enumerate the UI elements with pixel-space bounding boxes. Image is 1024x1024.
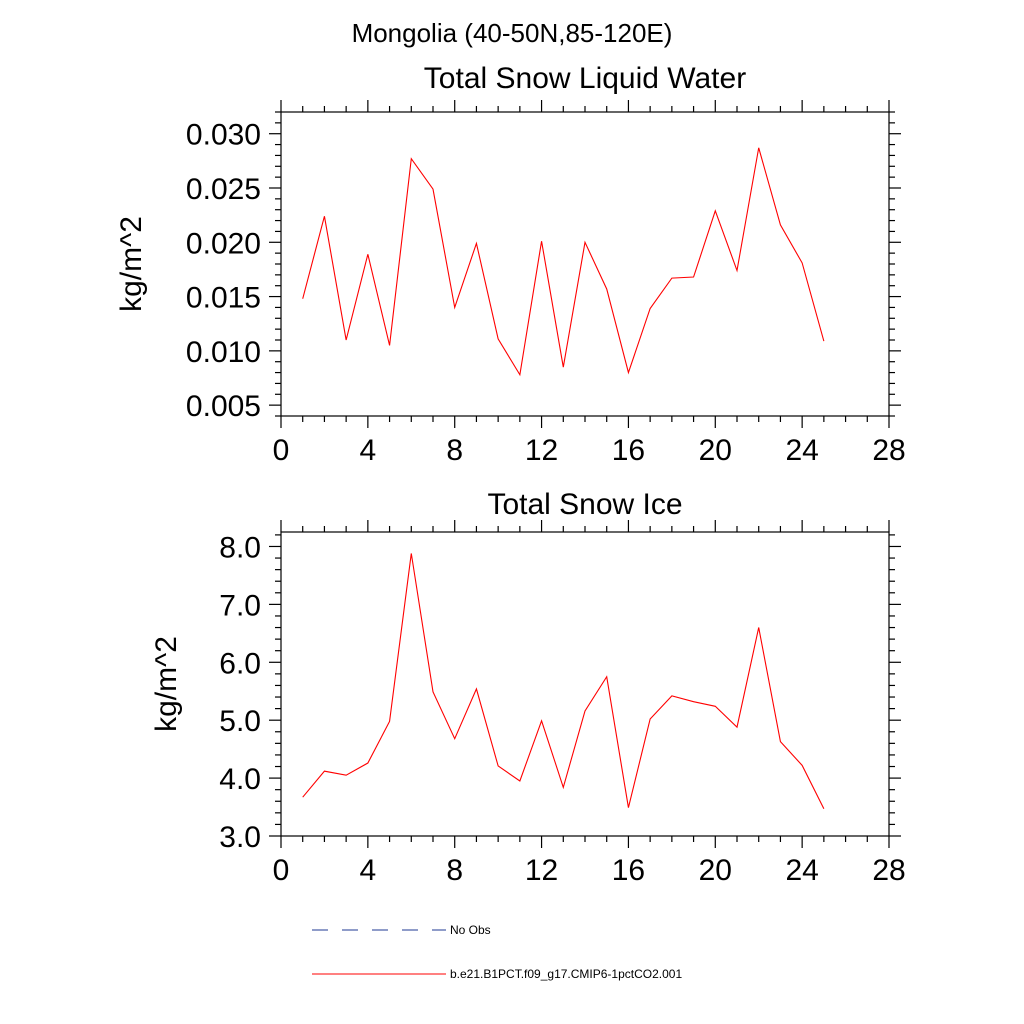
y-tick-label: 0.015 [186,282,261,315]
data-point [301,297,304,300]
x-tick-label: 28 [872,854,905,887]
x-tick-label: 12 [525,854,558,887]
y-axis-ticks-snow-ice: 3.0 4.0 5.0 6.0 7.0 8.0 [219,531,901,854]
page-title: Mongolia (40-50N,85-120E) [352,18,673,48]
series-line-snow-ice [302,553,825,810]
data-point [323,215,326,218]
x-tick-label: 0 [273,434,290,467]
data-point [605,675,608,678]
y-tick-label: 0.010 [186,336,261,369]
y-tick-label: 5.0 [219,705,261,738]
y-tick-label: 8.0 [219,531,261,564]
data-point [584,709,587,712]
data-point [410,157,413,160]
data-point [757,146,760,149]
x-tick-label: 8 [446,854,463,887]
legend-model-label: b.e21.B1PCT.f09_g17.CMIP6-1pctCO2.001 [450,967,682,981]
series-line-liquid-water [302,147,825,377]
data-point [323,770,326,773]
data-point [779,740,782,743]
x-tick-label: 24 [785,434,818,467]
data-point [801,261,804,264]
legend: No Obs b.e21.B1PCT.f09_g17.CMIP6-1pctCO2… [312,923,682,981]
data-point [366,762,369,765]
data-point [757,626,760,629]
y-axis-ticks-liquid-water: 0.005 0.010 0.015 0.020 0.025 0.030 [186,111,901,423]
x-tick-label: 8 [446,434,463,467]
y-tick-label: 7.0 [219,589,261,622]
series-marks-snow-ice [301,552,825,810]
data-point [627,371,630,374]
data-point [497,764,500,767]
x-axis-ticks-snow-ice: 0 4 8 12 16 20 24 28 [273,520,906,887]
data-point [714,209,717,212]
y-tick-label: 4.0 [219,763,261,796]
y-tick-label: 3.0 [219,821,261,854]
data-point [518,779,521,782]
x-axis-ticks-liquid-water: 0 4 8 12 16 20 24 28 [273,100,906,467]
y-tick-label: 0.030 [186,119,261,152]
data-point [822,807,825,810]
y-tick-label: 0.025 [186,173,261,206]
data-point [410,552,413,555]
data-point [345,339,348,342]
data-point [562,366,565,369]
x-tick-label: 20 [699,434,732,467]
data-point [736,269,739,272]
x-tick-label: 12 [525,434,558,467]
data-point [670,694,673,697]
chart-liquid-water: Total Snow Liquid Water kg/m^2 0 4 8 12 16 20… [115,62,906,467]
chart-title-liquid-water: Total Snow Liquid Water [424,62,746,95]
data-point [453,306,456,309]
data-point [779,223,782,226]
data-point [584,241,587,244]
x-tick-label: 16 [612,434,645,467]
y-axis-label-liquid-water: kg/m^2 [115,216,148,312]
data-point [432,690,435,693]
data-point [366,253,369,256]
data-point [562,786,565,789]
x-tick-label: 4 [360,854,377,887]
data-point [388,720,391,723]
data-point [388,344,391,347]
legend-obs-label: No Obs [450,923,491,937]
data-point [518,373,521,376]
x-tick-label: 0 [273,854,290,887]
y-tick-label: 0.005 [186,390,261,423]
chart-title-snow-ice: Total Snow Ice [487,488,682,521]
data-point [540,719,543,722]
data-point [540,240,543,243]
data-point [605,287,608,290]
data-point [497,337,500,340]
data-point [475,242,478,245]
x-tick-label: 24 [785,854,818,887]
data-point [801,764,804,767]
data-point [475,687,478,690]
x-tick-label: 20 [699,854,732,887]
data-point [627,806,630,809]
data-point [432,188,435,191]
y-tick-label: 6.0 [219,647,261,680]
data-point [736,726,739,729]
y-tick-label: 0.020 [186,227,261,260]
data-point [649,718,652,721]
x-tick-label: 4 [360,434,377,467]
data-point [301,796,304,799]
chart-snow-ice: Total Snow Ice kg/m^2 0 4 8 12 16 20 24 28 3.0 4… [150,488,906,887]
x-tick-label: 28 [872,434,905,467]
data-point [649,307,652,310]
data-point [692,276,695,279]
data-point [822,340,825,343]
x-tick-label: 16 [612,854,645,887]
data-point [692,700,695,703]
data-point [453,737,456,740]
y-axis-label-snow-ice: kg/m^2 [150,636,183,732]
series-marks-liquid-water [301,146,825,377]
data-point [345,774,348,777]
data-point [714,705,717,708]
data-point [670,277,673,280]
